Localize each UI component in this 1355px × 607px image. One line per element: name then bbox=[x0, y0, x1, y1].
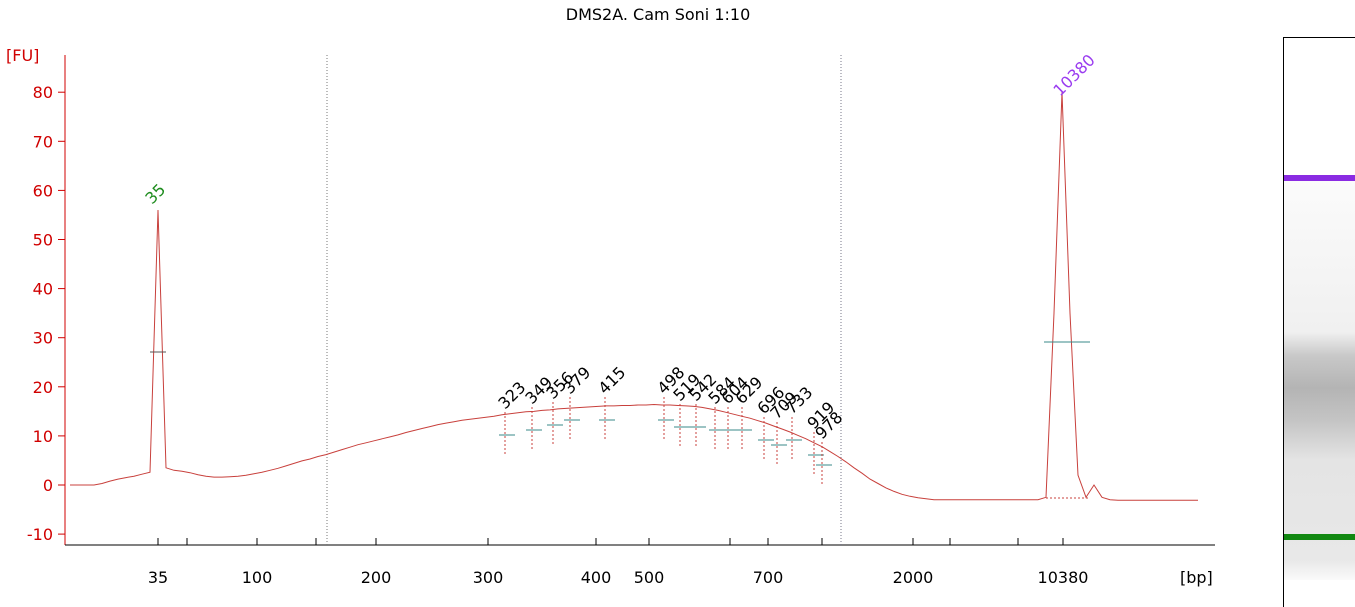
upper-marker-label: 10380 bbox=[1049, 50, 1098, 99]
chart-title: DMS2A. Cam Soni 1:10 bbox=[566, 5, 751, 24]
y-tick-label: 10 bbox=[33, 427, 53, 446]
x-tick-label: 200 bbox=[361, 568, 392, 587]
y-tick-label: 30 bbox=[33, 329, 53, 348]
y-tick-label: 60 bbox=[33, 181, 53, 200]
x-tick-label: 700 bbox=[753, 568, 784, 587]
y-tick-label: 70 bbox=[33, 132, 53, 151]
x-tick-label: 100 bbox=[242, 568, 273, 587]
y-tick-label: 40 bbox=[33, 280, 53, 299]
y-tick-label: 20 bbox=[33, 378, 53, 397]
lower-marker-label: 35 bbox=[141, 180, 169, 208]
x-tick-label: 35 bbox=[148, 568, 168, 587]
x-tick-label: 500 bbox=[634, 568, 665, 587]
x-tick-label: 10380 bbox=[1038, 568, 1089, 587]
x-tick-label: 400 bbox=[581, 568, 612, 587]
y-tick-label: 80 bbox=[33, 83, 53, 102]
x-tick-label: 300 bbox=[473, 568, 504, 587]
peak-label: 415 bbox=[594, 363, 629, 398]
gel-lane bbox=[1283, 37, 1355, 607]
x-tick-label: 2000 bbox=[893, 568, 934, 587]
trace bbox=[70, 92, 1198, 501]
y-tick-label: 0 bbox=[43, 476, 53, 495]
x-axis-label: [bp] bbox=[1180, 568, 1213, 587]
y-axis-label: [FU] bbox=[6, 46, 39, 65]
y-tick-label: 50 bbox=[33, 231, 53, 250]
y-tick-label: -10 bbox=[27, 525, 53, 544]
